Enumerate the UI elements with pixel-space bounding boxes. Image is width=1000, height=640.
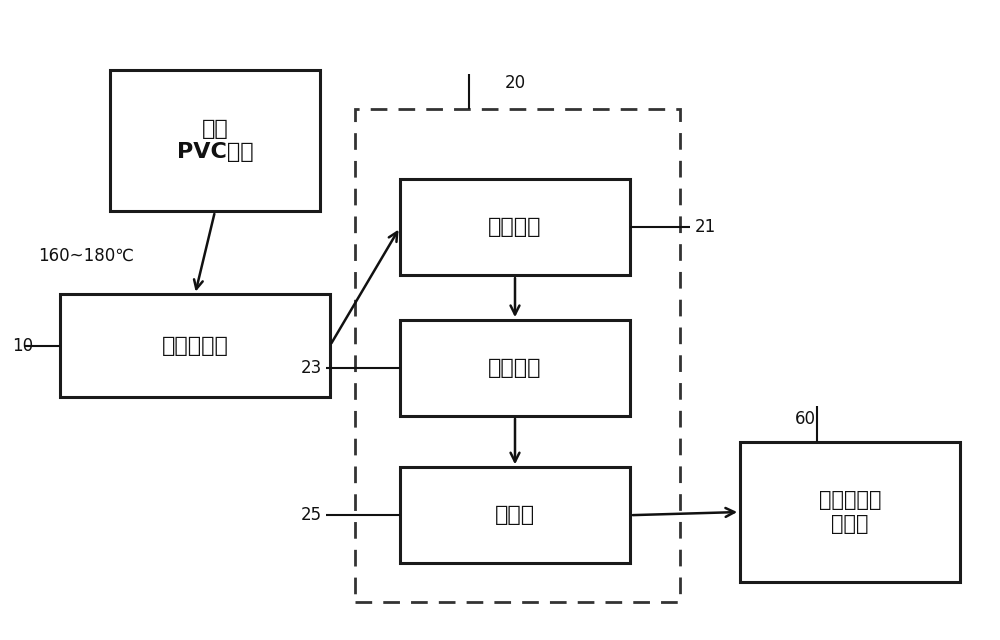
Bar [355,109,680,602]
Bar [400,467,630,563]
Text: 25: 25 [301,506,322,524]
Text: 聚氯乙烯软
质胶布: 聚氯乙烯软 质胶布 [819,490,881,534]
Text: 60: 60 [795,410,816,428]
Bar [400,179,630,275]
Bar [110,70,320,211]
Text: 引出轮组: 引出轮组 [488,217,542,237]
Bar [60,294,330,397]
Text: 160~180℃: 160~180℃ [38,247,134,265]
Text: 20: 20 [505,74,526,92]
Bar [400,320,630,416]
Text: 融溶
PVC胶料: 融溶 PVC胶料 [177,119,253,163]
Text: 10: 10 [12,337,33,355]
Text: 21: 21 [695,218,716,236]
Bar [740,442,960,582]
Text: 压延成型机: 压延成型机 [162,335,228,356]
Text: 冷却轮组: 冷却轮组 [488,358,542,378]
Text: 23: 23 [301,359,322,377]
Text: 卷取机: 卷取机 [495,505,535,525]
